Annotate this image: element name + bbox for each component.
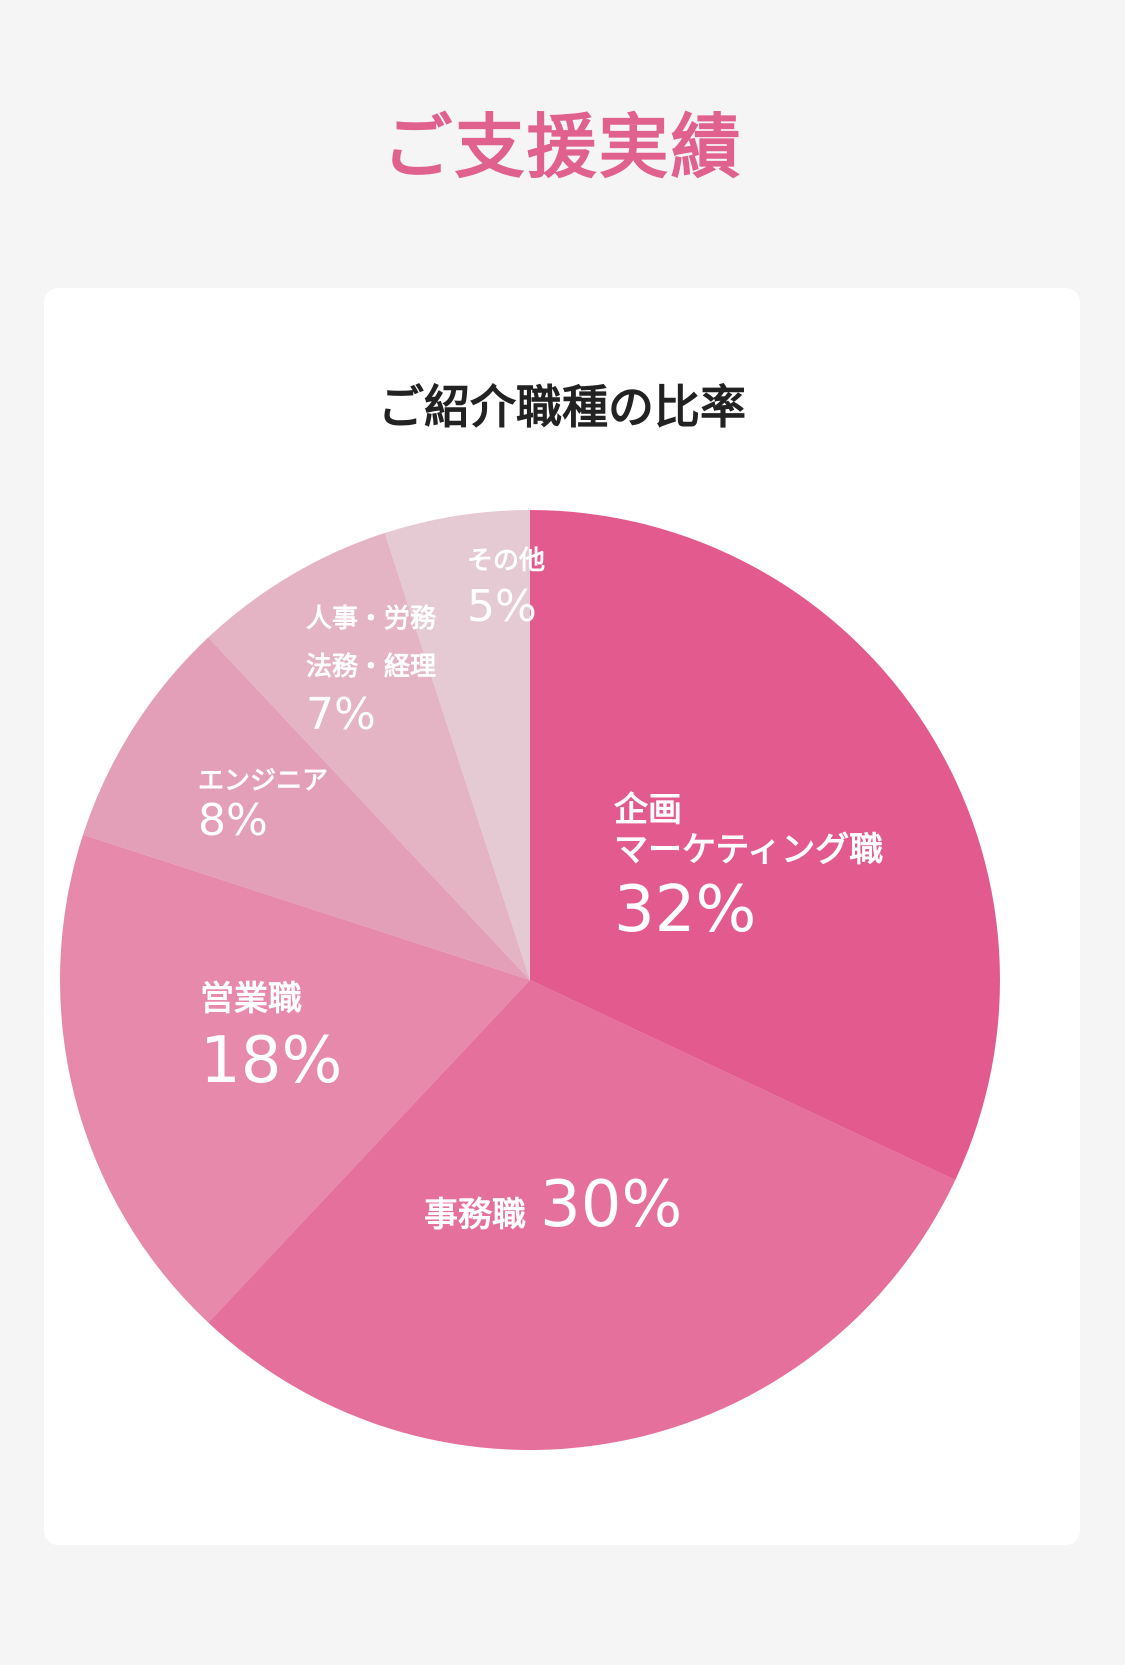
slice-label: 企画 [614, 790, 682, 830]
pie-slice [208, 980, 956, 1450]
page-title: ご支援実績 [382, 106, 743, 188]
slice-label: 法務・経理 [306, 651, 436, 682]
pie-slice [83, 637, 531, 980]
chart-title: ご紹介職種の比率 [378, 380, 746, 434]
slice-label: 営業職 [200, 979, 302, 1019]
pie-slice [208, 533, 530, 980]
pie-slice [384, 510, 530, 980]
slice-label: マーケティング職 [614, 830, 883, 870]
pie-slice [530, 510, 1000, 1181]
slice-value-label: 18% [200, 1024, 342, 1098]
slice-value-label: 32% [614, 873, 756, 947]
slice-value-label: 5% [467, 581, 537, 632]
slice-label: 人事・労務 [306, 604, 437, 634]
slice-label: エンジニア [198, 766, 328, 796]
slice-label: その他 [467, 546, 545, 576]
slice-value-label: 8% [198, 795, 268, 846]
pie-slice [60, 834, 531, 1323]
chart-card: ご紹介職種の比率 企画 マーケティング職 32% 事務職 30% 営業職 18% エンジニア 8… [44, 288, 1080, 1545]
slice-value-label: 7% [306, 689, 376, 740]
slice-label: 事務職 30% [424, 1168, 682, 1242]
